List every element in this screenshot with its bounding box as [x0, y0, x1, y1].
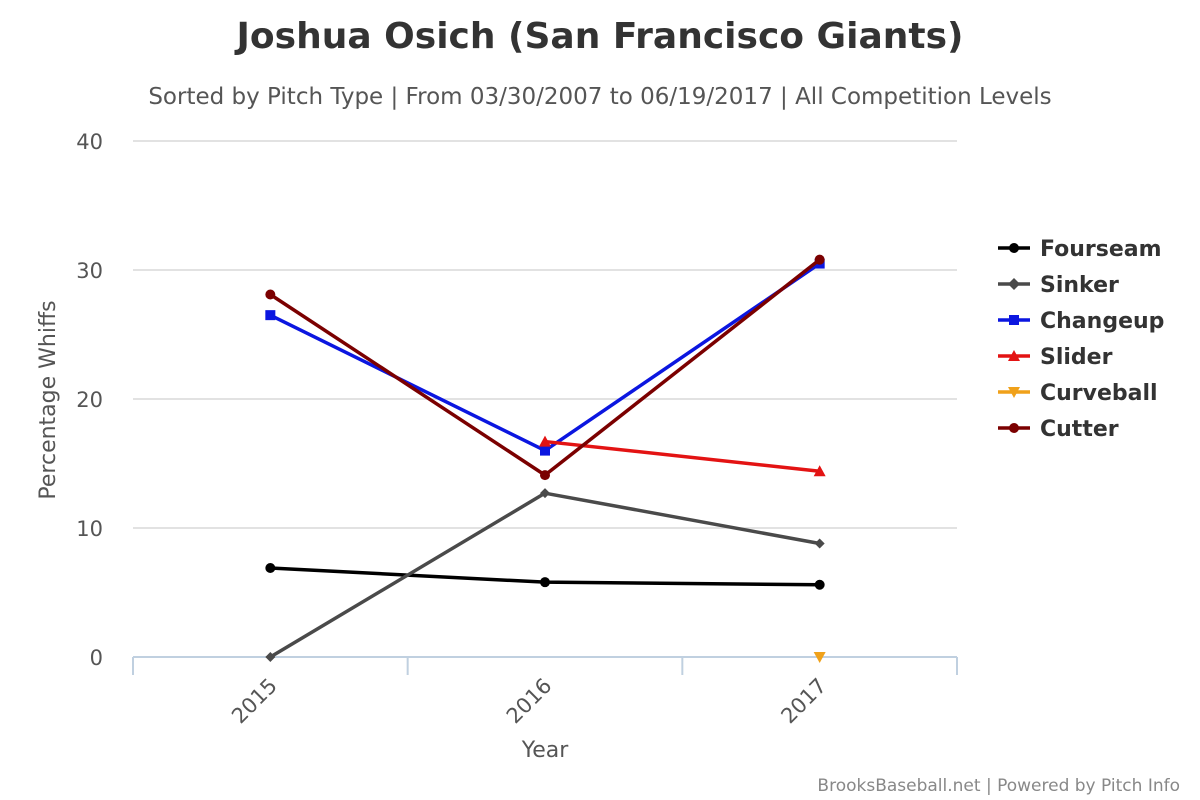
- y-axis-title: Percentage Whiffs: [36, 300, 61, 499]
- data-point-fourseam: [814, 579, 825, 590]
- data-point-cutter: [540, 470, 550, 481]
- x-tick-label: 2016: [502, 674, 557, 729]
- legend-item-changeup[interactable]: Changeup: [998, 309, 1164, 334]
- series-layer: [265, 254, 826, 663]
- y-tick-label: 0: [90, 646, 103, 670]
- y-axis-ticks: 0 10 20 30 40: [76, 130, 103, 670]
- series-changeup: [265, 258, 825, 456]
- data-point-sinker: [265, 652, 276, 662]
- chart-subtitle: Sorted by Pitch Type | From 03/30/2007 t…: [148, 84, 1051, 110]
- series-line-slider: [544, 439, 820, 473]
- x-axis-title: Year: [521, 738, 570, 763]
- x-axis-ticks: 2015 2016 2017: [227, 674, 831, 729]
- legend-marker: [1008, 350, 1020, 361]
- legend-label: Slider: [1040, 345, 1113, 370]
- x-tick-label: 2017: [776, 674, 831, 729]
- legend-marker: [1008, 387, 1020, 398]
- data-point-slider: [539, 435, 551, 447]
- legend-item-fourseam[interactable]: Fourseam: [998, 237, 1162, 262]
- credits[interactable]: BrooksBaseball.net | Powered by Pitch In…: [817, 776, 1180, 796]
- x-tick-label: 2015: [227, 674, 282, 729]
- series-fourseam: [265, 562, 825, 590]
- data-point-curveball: [813, 652, 826, 663]
- legend-item-slider[interactable]: Slider: [998, 345, 1113, 370]
- legend-label: Fourseam: [1040, 237, 1162, 262]
- legend-marker: [1009, 243, 1019, 253]
- chart-title: Joshua Osich (San Francisco Giants): [234, 16, 964, 57]
- legend-item-curveball[interactable]: Curveball: [998, 381, 1158, 406]
- legend-label: Sinker: [1040, 273, 1119, 298]
- legend-label: Curveball: [1040, 381, 1158, 406]
- series-sinker: [265, 488, 825, 662]
- series-cutter: [265, 254, 825, 481]
- data-point-fourseam: [540, 577, 550, 588]
- data-point-cutter: [814, 254, 825, 265]
- data-point-slider: [813, 465, 826, 477]
- legend: Fourseam Sinker Changeup Slider Curveball Cut…: [998, 237, 1164, 442]
- data-point-cutter: [265, 289, 276, 300]
- grid-lines: [133, 140, 957, 529]
- legend-marker: [1009, 423, 1019, 433]
- y-tick-label: 20: [76, 388, 103, 412]
- data-point-changeup: [540, 445, 550, 456]
- series-slider: [539, 435, 826, 477]
- legend-label: Changeup: [1040, 309, 1164, 334]
- y-tick-label: 30: [76, 259, 103, 283]
- data-point-sinker: [540, 488, 550, 499]
- y-tick-label: 40: [76, 130, 103, 154]
- x-axis: [132, 656, 958, 675]
- legend-marker: [1008, 278, 1020, 290]
- series-line-changeup: [269, 262, 821, 453]
- data-point-fourseam: [265, 562, 276, 573]
- series-line-sinker: [269, 491, 820, 659]
- data-point-changeup: [265, 310, 276, 321]
- legend-item-sinker[interactable]: Sinker: [998, 273, 1119, 298]
- legend-item-cutter[interactable]: Cutter: [998, 417, 1119, 442]
- y-tick-label: 10: [76, 517, 103, 541]
- series-curveball: [813, 652, 826, 663]
- data-point-sinker: [814, 538, 825, 549]
- legend-label: Cutter: [1040, 417, 1119, 442]
- legend-marker: [1009, 315, 1019, 325]
